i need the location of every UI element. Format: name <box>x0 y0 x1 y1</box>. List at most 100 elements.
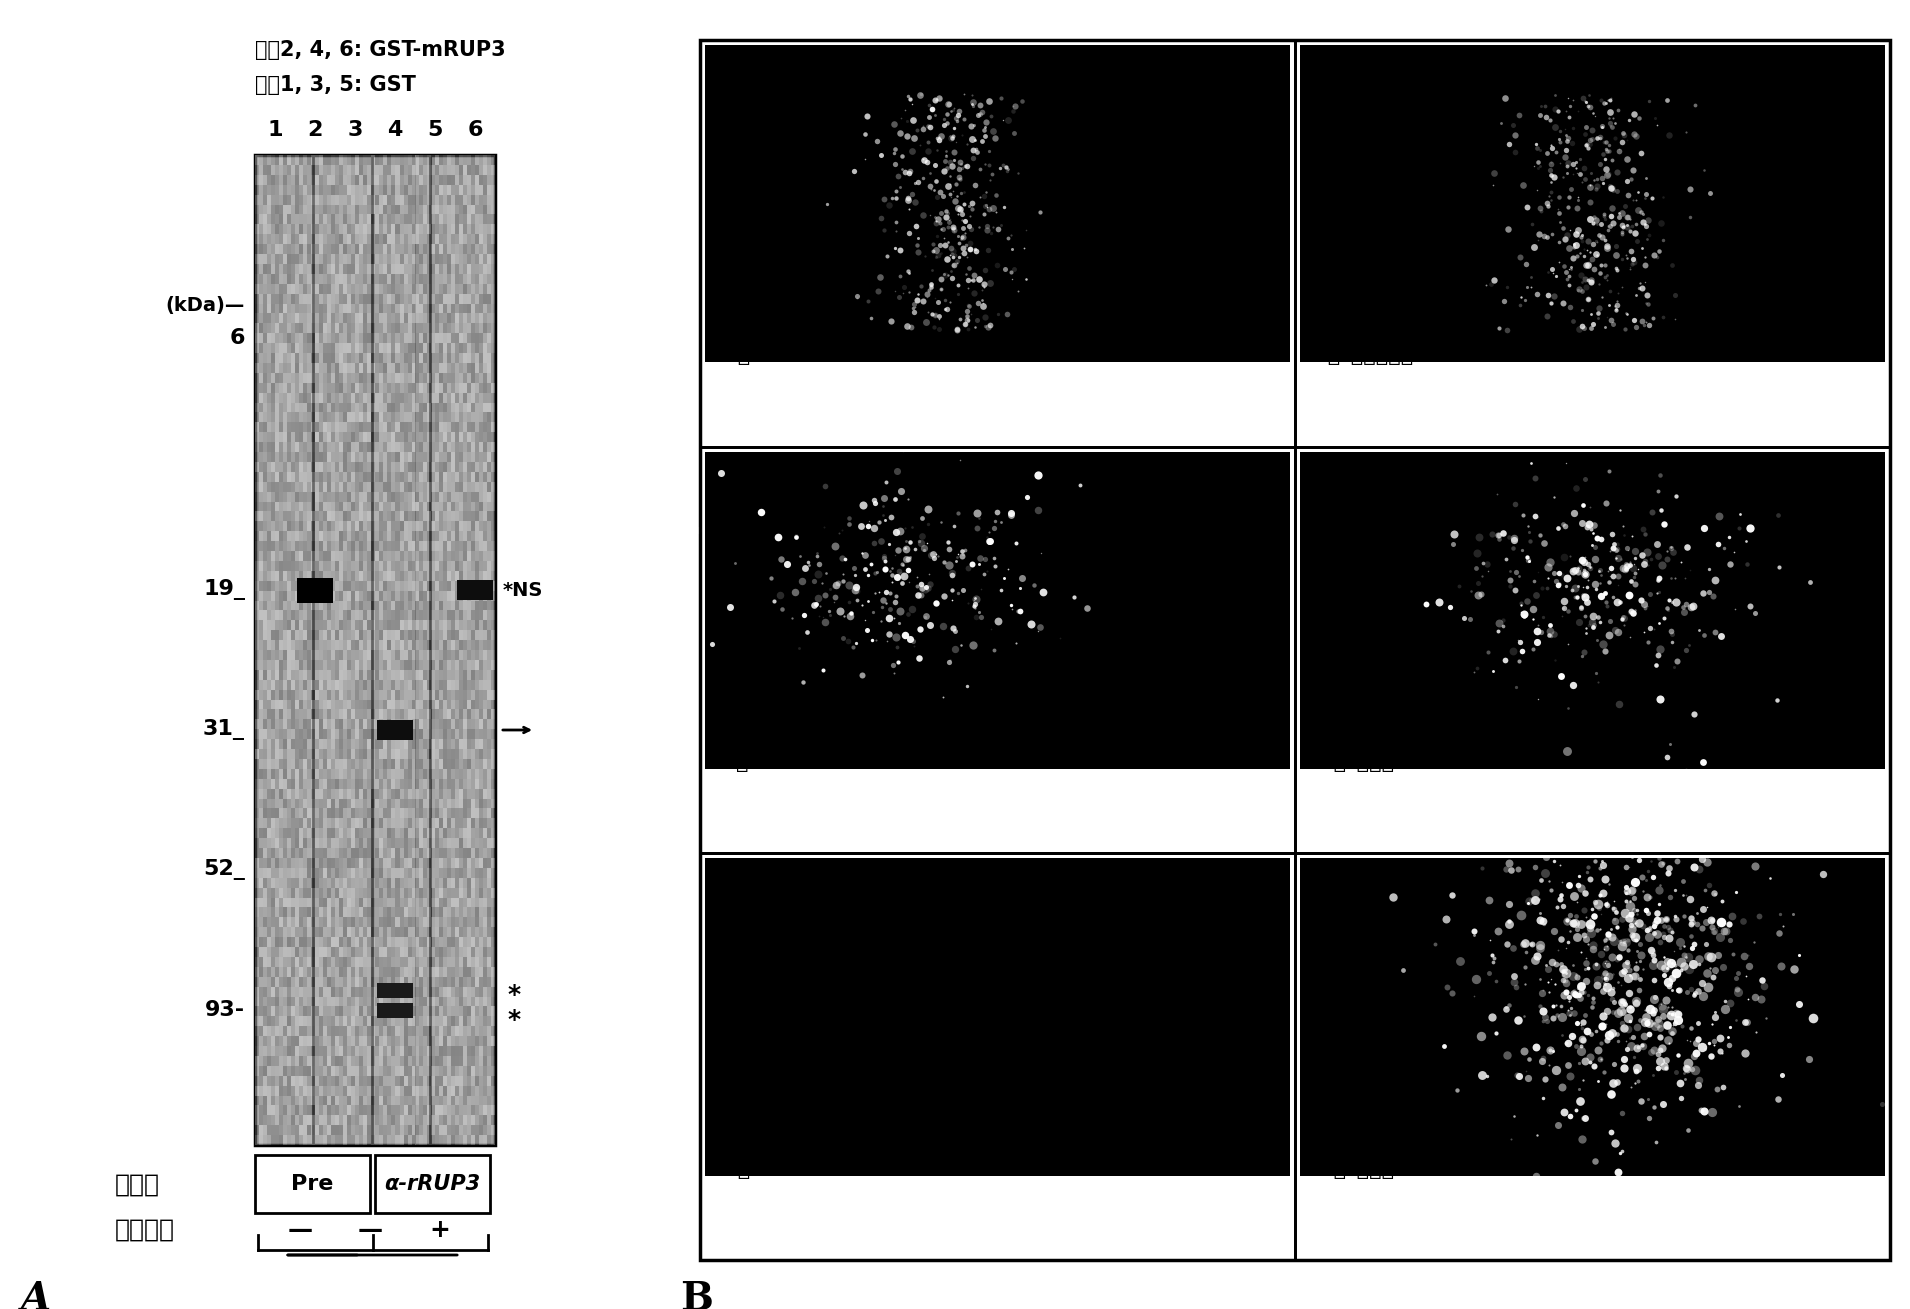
Point <box>907 119 938 140</box>
Point <box>1549 516 1580 537</box>
Point <box>1671 946 1702 967</box>
Point <box>873 607 903 628</box>
Point <box>1593 927 1623 948</box>
Point <box>1484 318 1515 339</box>
Point <box>898 598 928 619</box>
Point <box>926 279 957 300</box>
Point <box>1666 1088 1696 1109</box>
Point <box>944 168 974 188</box>
Point <box>949 181 980 202</box>
Point <box>1604 203 1635 224</box>
Point <box>953 278 984 298</box>
Point <box>1008 237 1039 258</box>
Point <box>1480 830 1511 851</box>
Point <box>966 289 997 310</box>
Point <box>1656 254 1687 275</box>
Point <box>947 226 978 247</box>
Point <box>945 449 976 470</box>
Point <box>1660 1005 1690 1026</box>
Point <box>902 567 932 588</box>
Point <box>1614 1028 1645 1049</box>
Point <box>1675 979 1706 1000</box>
Point <box>1538 1008 1568 1029</box>
Point <box>1646 910 1677 931</box>
Point <box>1518 156 1549 177</box>
Point <box>1648 805 1679 826</box>
Point <box>1608 931 1639 952</box>
Point <box>871 593 902 614</box>
Point <box>1666 952 1696 973</box>
Point <box>1706 626 1736 647</box>
Point <box>875 195 905 216</box>
Point <box>928 585 959 606</box>
Point <box>1624 182 1654 203</box>
Point <box>1547 217 1578 238</box>
Point <box>1572 577 1602 598</box>
Point <box>1583 298 1614 319</box>
Point <box>1578 992 1608 1013</box>
Point <box>924 318 955 339</box>
Point <box>1606 132 1637 153</box>
Point <box>1618 554 1648 575</box>
Point <box>1568 238 1599 259</box>
Point <box>974 521 1005 542</box>
Point <box>854 511 884 531</box>
Point <box>1597 927 1627 948</box>
Point <box>1549 590 1580 611</box>
Point <box>1631 292 1662 313</box>
Point <box>869 504 900 525</box>
Point <box>1547 961 1578 982</box>
Point <box>823 522 854 543</box>
Point <box>1570 564 1601 585</box>
Point <box>873 246 903 267</box>
Point <box>1568 551 1599 572</box>
Point <box>814 605 844 626</box>
Point <box>1645 1050 1675 1071</box>
Point <box>1648 229 1679 250</box>
Point <box>1643 903 1673 924</box>
Point <box>1478 661 1509 682</box>
Point <box>1648 946 1679 967</box>
Point <box>1654 590 1685 611</box>
Point <box>1608 216 1639 237</box>
Point <box>1003 280 1033 301</box>
Point <box>1568 1012 1599 1033</box>
Point <box>1656 568 1687 589</box>
Text: 19_: 19_ <box>202 580 244 601</box>
Point <box>858 517 888 538</box>
Point <box>1476 1007 1507 1028</box>
Point <box>1593 1025 1623 1046</box>
Point <box>1591 869 1622 890</box>
Point <box>1557 912 1587 933</box>
Point <box>1549 147 1580 168</box>
Point <box>1643 880 1673 901</box>
Point <box>1543 186 1574 207</box>
Point <box>1614 895 1645 916</box>
Point <box>957 195 987 216</box>
Point <box>944 275 974 296</box>
Point <box>1539 787 1570 808</box>
Point <box>1660 486 1690 507</box>
Point <box>1656 919 1687 940</box>
Point <box>1692 897 1723 918</box>
Point <box>1564 914 1595 935</box>
Point <box>1562 576 1593 597</box>
Point <box>1497 114 1528 135</box>
Point <box>942 318 972 339</box>
Point <box>846 516 877 537</box>
Point <box>1652 746 1683 767</box>
Point <box>1557 134 1587 154</box>
Point <box>905 585 936 606</box>
Point <box>1560 559 1591 580</box>
Point <box>1492 859 1522 880</box>
Point <box>1566 1035 1597 1056</box>
Point <box>1520 134 1551 154</box>
Point <box>1528 983 1559 1004</box>
Point <box>1522 1213 1553 1234</box>
Point <box>1656 537 1687 558</box>
Point <box>1612 840 1643 861</box>
Point <box>1509 933 1539 954</box>
Point <box>1658 1014 1688 1035</box>
Point <box>970 126 1001 147</box>
Point <box>1581 1021 1612 1042</box>
